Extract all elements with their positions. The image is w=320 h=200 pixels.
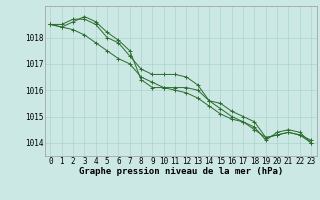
X-axis label: Graphe pression niveau de la mer (hPa): Graphe pression niveau de la mer (hPa) bbox=[79, 167, 283, 176]
